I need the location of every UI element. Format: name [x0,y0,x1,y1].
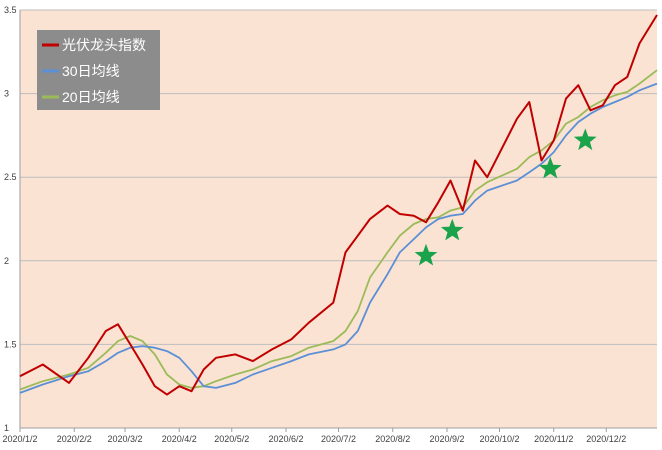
series-lines [19,14,658,396]
star-marker [573,128,597,151]
x-tick-label: 2020/7/2 [321,434,356,444]
series-line-2 [19,69,658,391]
star-marker [414,243,438,266]
y-tick-label: 1.5 [4,339,17,349]
legend-label: 30日均线 [62,63,120,79]
star-marker [440,218,464,241]
series-line-1 [19,82,658,394]
grid [19,9,657,429]
x-tick-label: 2020/8/2 [375,434,410,444]
legend-label: 光伏龙头指数 [62,37,146,53]
x-tick-label: 2020/4/2 [162,434,197,444]
star-marker [538,156,562,179]
x-tick-label: 2020/3/2 [107,434,142,444]
series-line-0 [19,14,658,396]
x-tick-label: 2020/10/2 [479,434,519,444]
x-tick-label: 2020/12/2 [586,434,626,444]
x-tick-label: 2020/9/2 [429,434,464,444]
legend-label: 20日均线 [62,89,120,105]
axis-ticks: 1 1.5 2 2.5 3 3.5 2020/1/2 2020/2/2 2020/3/2 2020… [2,5,626,444]
y-tick-label: 3 [4,89,9,99]
y-tick-label: 2 [4,256,9,266]
legend: 光伏龙头指数 30日均线 20日均线 [37,30,160,110]
x-tick-label: 2020/6/2 [268,434,303,444]
x-tick-label: 2020/11/2 [534,434,573,444]
y-tick-label: 1 [4,423,9,433]
star-markers [414,128,597,266]
y-tick-label: 2.5 [4,172,17,182]
x-tick-label: 2020/5/2 [214,434,249,444]
x-tick-label: 2020/1/2 [2,434,37,444]
y-tick-label: 3.5 [4,5,17,15]
x-tick-label: 2020/2/2 [57,434,92,444]
